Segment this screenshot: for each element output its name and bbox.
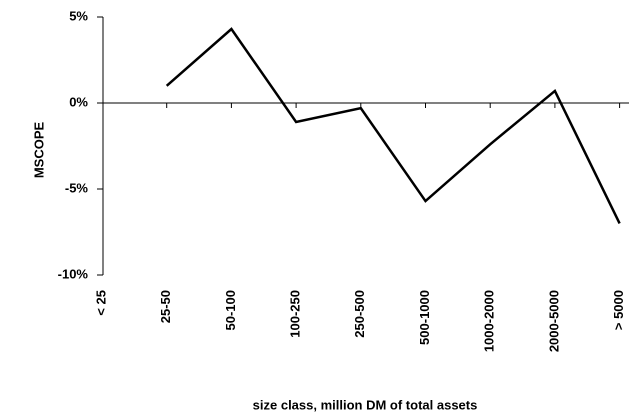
y-tick-label: -10% [58, 266, 89, 281]
y-tick-label: 5% [69, 8, 88, 23]
y-axis-title: MSCOPE [31, 122, 46, 179]
data-line [165, 27, 621, 224]
x-tick-label: 50-100 [223, 290, 238, 330]
x-axis-title: size class, million DM of total assets [253, 397, 478, 412]
x-tick-label: 25-50 [158, 290, 173, 323]
y-tick-label: 0% [69, 94, 88, 109]
x-tick-label: 1000-2000 [482, 290, 497, 352]
x-tick-label: 250-500 [352, 290, 367, 338]
x-tick-label: 500-1000 [417, 290, 432, 345]
x-tick-label: > 5000 [611, 290, 626, 330]
x-tick-label: 2000-5000 [546, 290, 561, 352]
x-tick-label: < 25 [93, 290, 108, 316]
y-tick-label: -5% [65, 180, 89, 195]
x-tick-label: 100-250 [288, 290, 303, 338]
